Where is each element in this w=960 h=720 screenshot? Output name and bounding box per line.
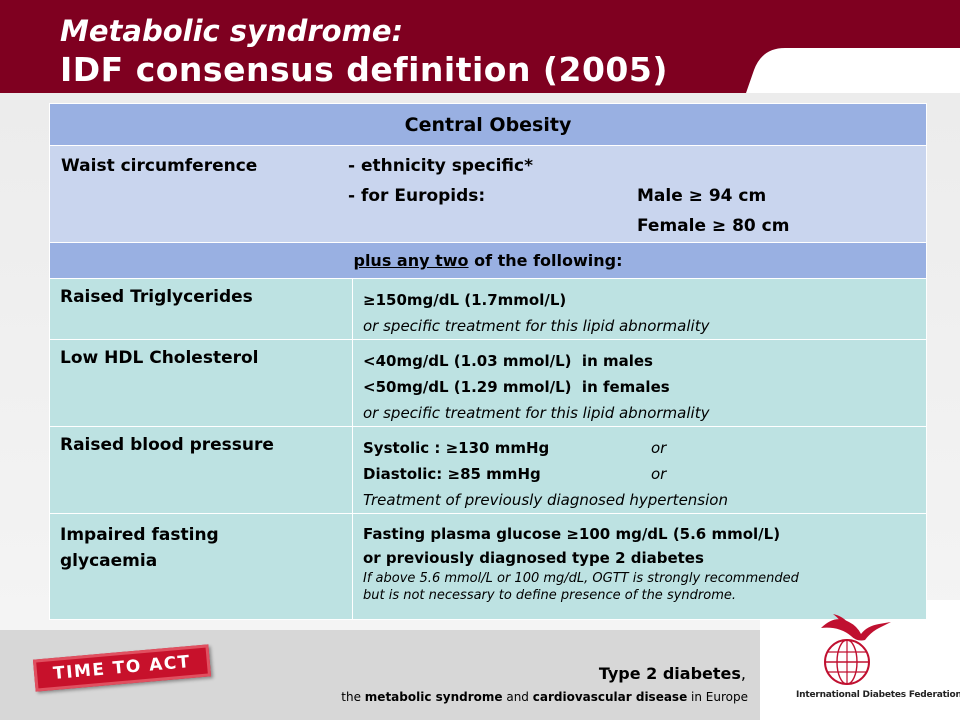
hdl-label: Low HDL Cholesterol: [49, 339, 353, 427]
systolic-threshold: Systolic : ≥130 mmHg: [363, 439, 550, 457]
fasting-glucose-threshold: Fasting plasma glucose ≥100 mg/dL (5.6 m…: [363, 525, 781, 543]
triglycerides-threshold: ≥150mg/dL (1.7mmol/L): [363, 291, 567, 309]
systolic-line: Systolic : ≥130 mmHg or: [363, 435, 920, 461]
triglycerides-values: ≥150mg/dL (1.7mmol/L) or specific treatm…: [352, 278, 927, 340]
idf-name: International Diabetes Federation: [796, 690, 960, 700]
previously-diagnosed-diabetes: or previously diagnosed type 2 diabetes: [363, 549, 704, 567]
ogtt-note-line1: If above 5.6 mmol/L or 100 mg/dL, OGTT i…: [363, 571, 799, 586]
footer-title-comma: ,: [740, 664, 746, 683]
hypertension-treatment: Treatment of previously diagnosed hypert…: [363, 491, 728, 509]
footer-subtitle-pre: the: [341, 690, 365, 704]
hdl-females: <50mg/dL (1.29 mmol/L) in females: [363, 378, 670, 396]
hdl-males: <40mg/dL (1.03 mmol/L) in males: [363, 352, 653, 370]
footer-subtitle-bold-1: metabolic syndrome: [364, 690, 503, 704]
plus-any-two-header: plus any two of the following:: [49, 242, 927, 279]
footer-subtitle-mid: and: [502, 690, 533, 704]
central-obesity-header: Central Obesity: [49, 103, 927, 146]
plus-any-two-rest: of the following:: [468, 251, 623, 270]
blood-pressure-label: Raised blood pressure: [49, 426, 353, 514]
triglycerides-label: Raised Triglycerides: [49, 278, 353, 340]
fasting-glycaemia-label-line2: glycaemia: [60, 551, 158, 571]
footer-subtitle-bold-2: cardiovascular disease: [532, 690, 688, 704]
plus-any-two-underlined: plus any two: [353, 251, 469, 270]
header-band: [0, 0, 960, 93]
ogtt-note-line2: but is not necessary to define presence …: [363, 588, 736, 603]
diastolic-or: or: [651, 465, 667, 483]
diastolic-line: Diastolic: ≥85 mmHg or: [363, 461, 920, 487]
footer-subtitle: the metabolic syndrome and cardiovascula…: [341, 690, 748, 704]
waist-circumference-row: Waist circumference - ethnicity specific…: [49, 145, 927, 243]
title-line-2: IDF consensus definition (2005): [60, 50, 668, 89]
waist-female: Female ≥ 80 cm: [637, 216, 790, 236]
waist-label: Waist circumference: [61, 156, 258, 176]
logo-background: [760, 600, 960, 720]
waist-ethnicity: - ethnicity specific*: [348, 156, 533, 176]
triglycerides-treatment: or specific treatment for this lipid abn…: [363, 317, 710, 335]
footer-subtitle-post: in Europe: [687, 690, 748, 704]
waist-europids: - for Europids:: [348, 186, 486, 206]
blood-pressure-values: Systolic : ≥130 mmHg or Diastolic: ≥85 mm…: [352, 426, 927, 514]
hdl-values: <40mg/dL (1.03 mmol/L) in males <50mg/dL…: [352, 339, 927, 427]
fasting-glycaemia-values: Fasting plasma glucose ≥100 mg/dL (5.6 m…: [352, 513, 927, 620]
fasting-glycaemia-label-line1: Impaired fasting: [60, 525, 219, 545]
footer-title-bold: Type 2 diabetes: [598, 664, 741, 683]
definition-table: Central Obesity Waist circumference - et…: [49, 103, 927, 620]
systolic-or: or: [651, 439, 667, 457]
title-line-1: Metabolic syndrome:: [60, 14, 404, 48]
footer-title: Type 2 diabetes,: [599, 664, 746, 683]
waist-male: Male ≥ 94 cm: [637, 186, 767, 206]
diastolic-threshold: Diastolic: ≥85 mmHg: [363, 465, 541, 483]
idf-logo-icon: [821, 614, 891, 685]
hdl-treatment: or specific treatment for this lipid abn…: [363, 404, 710, 422]
fasting-glycaemia-label: Impaired fasting glycaemia: [49, 513, 353, 620]
